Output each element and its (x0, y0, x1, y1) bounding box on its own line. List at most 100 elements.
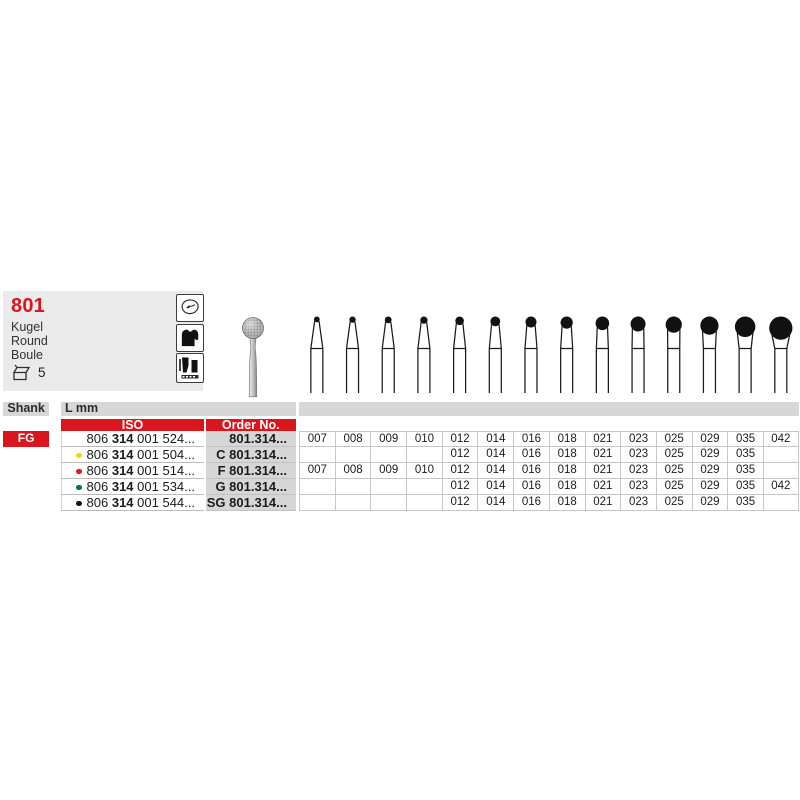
size-cell: 035 (727, 431, 763, 448)
bur-silhouette-outline (714, 331, 717, 393)
crown-metal-icon (175, 353, 204, 383)
bur-silhouette-outline (736, 332, 740, 393)
size-cell: 008 (334, 463, 371, 480)
size-cell (334, 447, 371, 464)
size-cell: 007 (299, 431, 335, 448)
bur-silhouette-outline (488, 324, 493, 393)
size-cell: 029 (691, 463, 728, 480)
bur-silhouette-outline (426, 322, 431, 393)
size-cell (370, 495, 407, 511)
size-cell: 021 (584, 447, 621, 464)
iso-number-cell: 806 314 001 524... (61, 431, 204, 448)
product-info-box: 801 Kugel Round Boule 5 (3, 291, 204, 391)
size-cell: 016 (513, 431, 549, 448)
size-cell: 014 (477, 495, 514, 511)
size-cell (406, 495, 442, 511)
pack-quantity-value: 5 (38, 365, 46, 380)
size-cell: 012 (441, 431, 478, 448)
size-cell: 014 (477, 479, 514, 495)
iso-column-header: ISO (61, 419, 204, 431)
bur-head-ball (455, 316, 464, 326)
size-cell: 035 (727, 447, 763, 464)
size-cell: 018 (548, 495, 585, 511)
molar-icon (175, 323, 204, 352)
bur-head-ball (665, 316, 682, 333)
size-cell (299, 479, 335, 495)
size-cell: 009 (370, 431, 407, 448)
size-cell: 016 (513, 463, 549, 480)
size-cell: 021 (584, 495, 621, 511)
bur-head-ball (420, 316, 428, 324)
size-cell: 010 (406, 431, 442, 448)
size-cell: 023 (620, 479, 656, 495)
size-cell: 023 (620, 495, 656, 511)
bur-head-ball (313, 316, 320, 323)
size-cell (299, 495, 335, 511)
size-cell: 025 (655, 463, 692, 480)
iso-number-cell: 806 314 001 504... (61, 447, 204, 464)
size-cell: 023 (620, 431, 656, 448)
size-cell (406, 479, 442, 495)
size-cell: 014 (477, 431, 514, 448)
bur-silhouette-outline (606, 327, 609, 393)
iso-number-cell: 806 314 001 514... (61, 463, 204, 480)
shank-type-cell[interactable]: FG (3, 431, 49, 448)
size-cell: 008 (334, 431, 371, 448)
size-cell: 009 (370, 463, 407, 480)
size-cell: 012 (441, 495, 478, 511)
product-number: 801 (11, 295, 45, 317)
size-cell: 012 (441, 447, 478, 464)
size-cell (762, 463, 799, 480)
product-name-fr: Boule (11, 348, 43, 362)
size-cell: 021 (584, 463, 621, 480)
size-cell: 018 (548, 463, 585, 480)
size-cell (370, 479, 407, 495)
size-cell: 018 (548, 479, 585, 495)
size-cell: 012 (441, 479, 478, 495)
size-cell: 025 (655, 495, 692, 511)
package-icon (12, 364, 30, 381)
grit-color-dot (76, 452, 82, 459)
bur-head-ball (349, 316, 356, 323)
size-cell: 012 (441, 463, 478, 480)
bur-silhouette-outline (701, 331, 705, 393)
size-cell: 016 (513, 447, 549, 464)
bur-silhouette-outline (452, 323, 457, 393)
product-names: Kugel Round Boule (11, 320, 48, 362)
size-cell: 035 (727, 479, 763, 495)
grit-color-dot (76, 484, 82, 491)
size-cell: 023 (620, 447, 656, 464)
size-cell: 018 (548, 447, 585, 464)
round-bur-photo (242, 317, 264, 398)
size-cell: 029 (691, 447, 728, 464)
bur-size-silhouettes (310, 316, 793, 393)
bur-silhouette-outline (750, 332, 754, 393)
bur-head-ball (525, 316, 537, 328)
size-cell: 023 (620, 463, 656, 480)
size-cell (370, 447, 407, 464)
size-cell (762, 495, 799, 511)
size-cell (762, 447, 799, 464)
bur-head-ball (734, 316, 756, 337)
bur-silhouette-outline (595, 327, 598, 393)
bur-head-ball (769, 316, 793, 340)
product-name-en: Round (11, 334, 48, 348)
size-cell (406, 447, 442, 464)
bur-silhouette-outline (462, 323, 467, 393)
order-number-cell: F 801.314... (205, 463, 296, 480)
iso-number-cell: 806 314 001 544... (61, 495, 204, 511)
size-cell: 025 (655, 431, 692, 448)
bur-silhouette-outline (570, 326, 574, 393)
cavity-icon (175, 293, 204, 322)
order-number-cell: SG 801.314... (205, 495, 296, 511)
size-cell: 035 (727, 495, 763, 511)
bur-silhouette-outline (390, 321, 395, 393)
size-cell: 016 (513, 479, 549, 495)
bur-silhouette-outline (524, 325, 528, 393)
bur-silhouette-outline (345, 321, 351, 393)
bur-silhouette-outline (786, 334, 791, 393)
bur-silhouette-outline (498, 324, 502, 393)
size-cell (334, 495, 371, 511)
